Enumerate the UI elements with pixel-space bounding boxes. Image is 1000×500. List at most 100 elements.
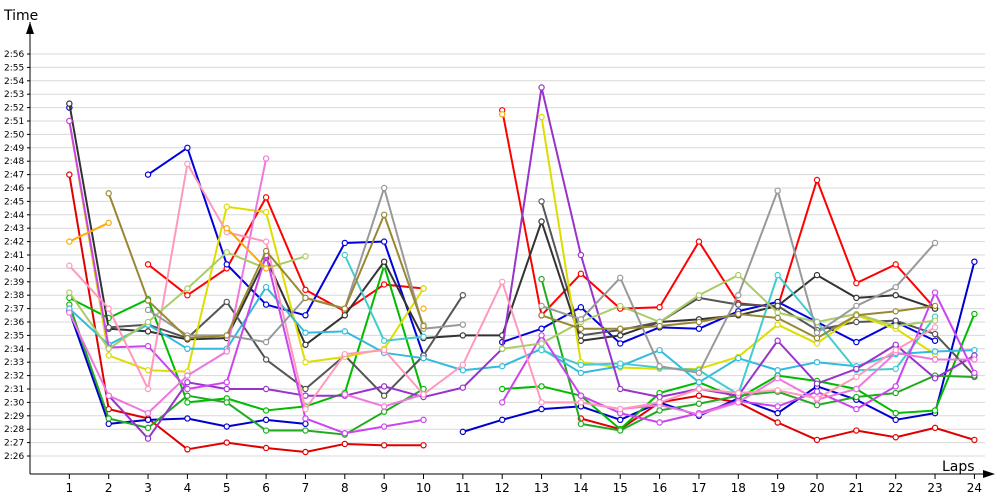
data-point	[735, 354, 742, 362]
x-tick-label: 24	[967, 481, 982, 495]
data-point	[813, 329, 821, 336]
series-line	[540, 201, 976, 377]
x-tick-label: 3	[144, 481, 152, 495]
data-point	[577, 332, 585, 339]
x-tick-label: 7	[302, 481, 310, 495]
data-point	[223, 298, 230, 306]
y-tick-label: 2:27	[4, 439, 24, 449]
data-point	[144, 261, 152, 268]
data-point	[853, 318, 860, 326]
x-tick-label: 9	[380, 481, 388, 495]
data-point	[420, 442, 427, 449]
data-point	[617, 416, 624, 424]
data-point	[144, 385, 152, 393]
data-point	[262, 155, 270, 162]
data-point	[538, 383, 545, 390]
x-axis-ticks: 1 2 3 4 5 6 7 8 9 10 11 12 13 14 15 16 17 18 19 20 21 22 23 24	[66, 474, 982, 495]
data-point	[617, 405, 624, 413]
data-point	[302, 286, 309, 294]
data-point	[577, 337, 585, 344]
data-point	[931, 330, 939, 338]
data-point	[262, 247, 270, 255]
data-point	[341, 440, 348, 448]
data-point	[813, 359, 821, 366]
data-point	[656, 407, 663, 414]
data-point	[695, 369, 703, 377]
data-point	[459, 428, 467, 436]
data-point	[380, 281, 388, 288]
data-point	[380, 346, 388, 354]
data-point	[774, 337, 781, 344]
data-point	[774, 367, 781, 374]
data-point	[144, 342, 152, 350]
data-point	[262, 407, 270, 414]
data-point	[302, 405, 309, 413]
x-tick-label: 18	[731, 481, 746, 495]
data-point	[499, 399, 506, 406]
data-point	[223, 399, 230, 406]
data-point	[695, 318, 703, 326]
data-point	[892, 308, 899, 315]
data-point	[577, 420, 585, 428]
y-tick-label: 2:56	[4, 50, 24, 60]
data-point	[459, 332, 467, 339]
data-point	[341, 305, 348, 312]
data-point	[577, 304, 585, 311]
y-tick-label: 2:32	[4, 372, 24, 382]
data-point	[223, 249, 230, 256]
data-point	[892, 322, 899, 330]
y-tick-label: 2:47	[4, 171, 24, 181]
y-tick-label: 2:38	[4, 291, 24, 301]
data-point	[735, 271, 742, 279]
y-tick-label: 2:50	[4, 130, 24, 140]
data-point	[223, 423, 230, 430]
data-point	[931, 317, 939, 324]
y-tick-label: 2:36	[4, 318, 24, 328]
data-point	[695, 385, 703, 393]
y-tick-label: 2:53	[4, 90, 24, 100]
data-point	[184, 144, 191, 151]
data-point	[302, 294, 309, 302]
data-point	[931, 302, 939, 310]
data-point	[617, 340, 624, 347]
data-point	[774, 187, 781, 194]
series-line	[501, 110, 936, 317]
data-point	[499, 363, 506, 370]
series-lines	[66, 84, 978, 456]
data-point	[892, 292, 899, 299]
x-tick-label: 12	[495, 481, 510, 495]
data-point	[774, 271, 781, 279]
data-point	[656, 346, 663, 354]
data-point	[302, 329, 309, 336]
series-line	[68, 286, 975, 384]
data-point	[184, 392, 191, 399]
x-axis-arrow	[983, 470, 995, 478]
data-point	[144, 306, 152, 314]
data-point	[774, 302, 781, 310]
data-point	[380, 442, 388, 449]
data-point	[105, 420, 112, 428]
data-point	[931, 424, 939, 432]
data-point	[105, 190, 112, 197]
data-point	[656, 419, 663, 426]
y-tick-label: 2:35	[4, 331, 24, 341]
data-point	[144, 409, 152, 417]
data-point	[538, 218, 545, 225]
data-point	[420, 354, 427, 362]
data-point	[459, 367, 467, 374]
y-tick-label: 2:26	[4, 452, 24, 462]
data-point	[223, 439, 230, 446]
data-point	[774, 419, 781, 426]
data-point	[66, 309, 73, 316]
data-point	[813, 334, 821, 342]
data-point	[459, 384, 467, 391]
data-point	[735, 399, 742, 406]
data-point	[302, 385, 309, 393]
data-point	[144, 297, 152, 304]
data-point	[380, 211, 388, 218]
data-point	[66, 289, 73, 296]
data-point	[420, 285, 427, 292]
y-tick-label: 2:33	[4, 358, 24, 368]
data-point	[302, 253, 309, 260]
data-point	[262, 301, 270, 308]
